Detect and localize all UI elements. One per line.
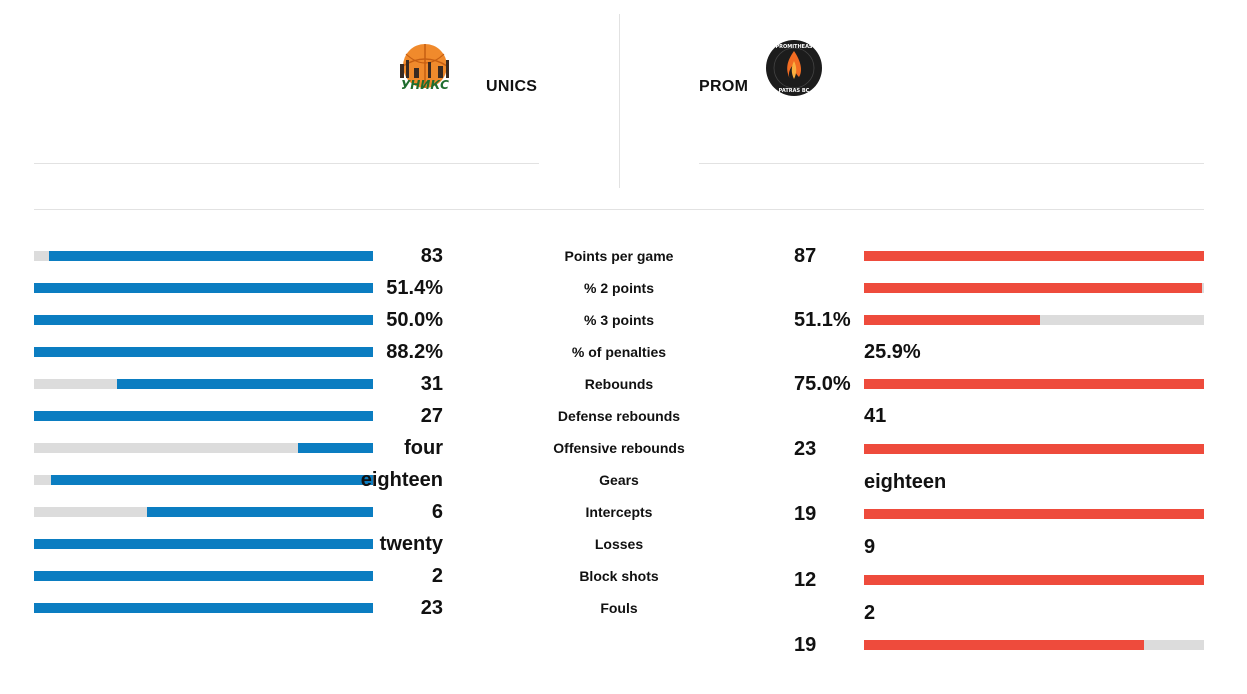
away-stat-bar-fill — [864, 251, 1204, 261]
stat-label: Fouls — [600, 600, 638, 616]
away-stat-bar — [864, 444, 1204, 454]
stat-label: % of penalties — [571, 344, 667, 360]
away-stat-bar-fill — [864, 315, 1041, 325]
home-stat-bar — [34, 283, 373, 293]
away-stat-bar-fill — [864, 283, 1202, 293]
away-stat-bar — [864, 283, 1204, 293]
home-stat-bar-fill — [146, 507, 373, 517]
away-stat-value: 87 — [794, 245, 817, 267]
home-stat-bar — [34, 539, 373, 549]
away-stat-bar — [864, 575, 1204, 585]
away-stat-value: 41 — [864, 405, 887, 427]
home-stat-bar — [34, 443, 373, 453]
away-stat-bar — [864, 509, 1204, 519]
home-stat-bar-fill — [34, 411, 373, 421]
away-stat-bar — [864, 379, 1204, 389]
away-stat-bar-fill — [864, 640, 1145, 650]
away-stat-bar — [864, 251, 1204, 261]
home-stat-bar — [34, 603, 373, 613]
home-stat-bar — [34, 507, 373, 517]
prom-logo-text-top: PROMITHEAS — [775, 44, 812, 50]
stat-label: Points per game — [564, 248, 674, 264]
stat-label: Gears — [599, 472, 639, 488]
home-stat-bar — [34, 411, 373, 421]
home-stat-bar — [34, 347, 373, 357]
home-stat-bar — [34, 379, 373, 389]
prom-logo: PROMITHEAS PATRAS BC — [765, 39, 823, 97]
away-header-underline — [699, 163, 1204, 164]
stat-label: Intercepts — [585, 504, 653, 520]
home-team-name: UNICS — [486, 78, 538, 95]
home-stat-value: 83 — [420, 245, 443, 267]
home-stat-bar — [34, 475, 373, 485]
home-stat-bar — [34, 251, 373, 261]
away-stat-value: 12 — [794, 569, 817, 591]
away-stat-bar — [864, 640, 1204, 650]
away-stat-value: eighteen — [864, 471, 947, 493]
stat-label: Offensive rebounds — [553, 440, 685, 456]
unics-logo-text: УНИКС — [401, 78, 449, 92]
home-stat-value: 6 — [431, 501, 443, 523]
away-stat-bar-fill — [864, 509, 1204, 519]
section-divider — [34, 209, 1204, 210]
home-stat-bar-fill — [49, 251, 373, 261]
stat-label: % 3 points — [583, 312, 654, 328]
header-divider — [619, 14, 620, 188]
home-stat-bar-fill — [50, 475, 373, 485]
home-stat-value: twenty — [379, 533, 443, 555]
stat-label: % 2 points — [583, 280, 654, 296]
home-stat-value: 51.4% — [386, 277, 443, 299]
home-stat-bar-fill — [34, 347, 373, 357]
away-stat-value: 19 — [794, 503, 817, 525]
stat-label: Block shots — [579, 568, 659, 584]
stat-label: Defense rebounds — [557, 408, 681, 424]
home-stat-value: four — [404, 437, 443, 459]
unics-logo: УНИКС — [394, 42, 458, 96]
home-header-underline — [34, 163, 539, 164]
home-stat-value: eighteen — [360, 469, 443, 491]
home-stat-bar-fill — [34, 315, 373, 325]
home-stat-bar — [34, 315, 373, 325]
prom-logo-text-bottom: PATRAS BC — [779, 88, 810, 94]
away-stat-value: 23 — [794, 438, 817, 460]
home-stat-value: 27 — [420, 405, 443, 427]
away-stat-value: 2 — [864, 602, 876, 624]
away-stat-value: 19 — [794, 634, 817, 656]
away-stat-value: 51.1% — [794, 309, 851, 331]
stat-label: Losses — [594, 536, 644, 552]
home-stat-value: 31 — [420, 373, 443, 395]
home-stat-bar — [34, 571, 373, 581]
away-stat-bar — [864, 315, 1204, 325]
home-stat-value: 2 — [431, 565, 443, 587]
away-stat-bar-fill — [864, 575, 1204, 585]
home-stat-value: 23 — [420, 597, 443, 619]
away-stat-bar-fill — [864, 379, 1204, 389]
home-stat-value: 50.0% — [386, 309, 443, 331]
stat-label: Rebounds — [584, 376, 654, 392]
home-stat-value: 88.2% — [386, 341, 443, 363]
away-stat-value: 25.9% — [864, 341, 921, 363]
home-stat-bar-fill — [116, 379, 373, 389]
home-stat-bar-fill — [297, 443, 373, 453]
home-stat-bar-fill — [34, 283, 373, 293]
home-stat-bar-fill — [34, 571, 373, 581]
away-stat-value: 75.0% — [794, 373, 851, 395]
home-stat-bar-fill — [34, 603, 373, 613]
home-stat-bar-fill — [34, 539, 373, 549]
away-stat-bar-fill — [864, 444, 1204, 454]
away-stat-value: 9 — [864, 536, 876, 558]
away-team-name: PROM — [699, 78, 749, 95]
